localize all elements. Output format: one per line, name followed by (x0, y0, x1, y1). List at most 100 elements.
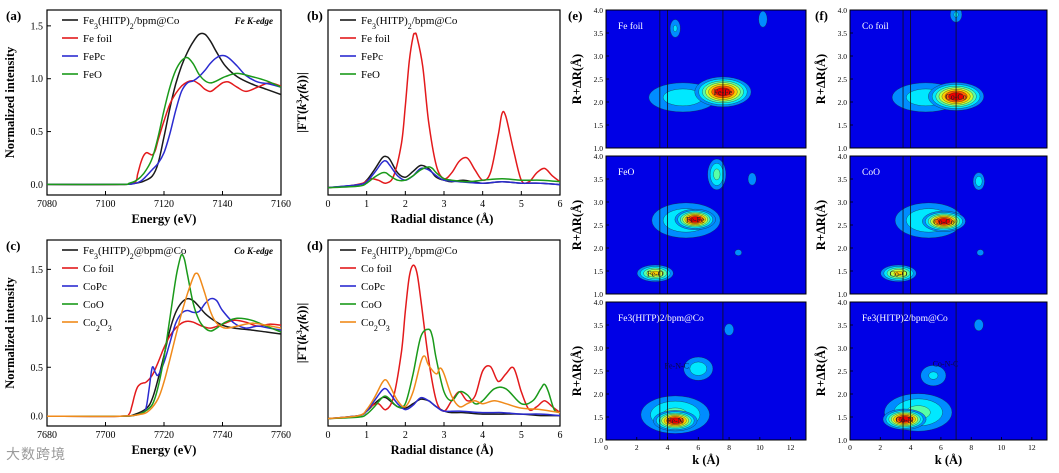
y-axis-label: R+ΔR(Å) (570, 200, 584, 250)
series-group (47, 253, 281, 418)
y-tick-label: 1.0 (594, 436, 604, 445)
x-tick-label: 12 (787, 443, 795, 452)
x-tick-label: 10 (756, 443, 764, 452)
x-tick-label: 2 (403, 199, 408, 210)
y-axis-label: R+ΔR(Å) (814, 54, 828, 104)
y-tick-label: 2.0 (594, 98, 604, 107)
x-tick-label: 7700 (96, 430, 116, 441)
series-line (328, 387, 560, 420)
x-axis-label: k (Å) (935, 453, 962, 467)
x-tick-label: 1 (364, 199, 369, 210)
wt-heat (606, 302, 806, 440)
wt-background (606, 10, 806, 148)
wt-subplot: 1.0 1.5 2.0 2.5 3.0 3.5 4.0 R+ΔR(Å) FeO Fe-Fe Fe-O (570, 152, 807, 299)
x-tick-label: 3 (442, 199, 447, 210)
y-tick-label: 0.5 (31, 127, 44, 138)
wt-heat (850, 156, 1047, 294)
y-tick-label: 3.0 (838, 344, 848, 353)
y-tick-label: 3.5 (594, 29, 604, 38)
panel-label: (b) (307, 8, 323, 23)
y-tick-label: 2.5 (838, 221, 848, 230)
x-tick-label: 0 (604, 443, 608, 452)
panel-d: 0 1 2 3 4 5 6 Radial distance (Å) |FT(k3χ(k))| Fe… (295, 238, 563, 457)
x-axis-label: k (Å) (692, 453, 719, 467)
wt-contour (673, 24, 678, 32)
y-tick-label: 1.5 (594, 121, 604, 130)
x-tick-label: 7120 (154, 199, 174, 210)
y-tick-label: 3.0 (594, 52, 604, 61)
wt-subplot: 1.0 1.5 2.0 2.5 3.0 3.5 4.0 R+ΔR(Å) Fe3(HITP)2/b… (570, 298, 807, 467)
edge-tag: Fe K-edge (234, 16, 273, 26)
watermark: 大数跨境 (6, 447, 66, 463)
y-tick-label: 3.0 (594, 198, 604, 207)
x-tick-label: 7680 (37, 430, 57, 441)
sample-label: FeO (618, 168, 635, 178)
series-group (328, 264, 560, 420)
y-tick-label: 3.5 (594, 321, 604, 330)
wt-heat (850, 302, 1047, 440)
panel-label: (e) (568, 8, 582, 23)
y-axis-label: R+ΔR(Å) (570, 54, 584, 104)
peak-label: Fe-Fe (714, 88, 733, 97)
legend-label: Co foil (361, 263, 392, 275)
wt-contour (937, 218, 951, 225)
y-tick-label: 2.5 (838, 75, 848, 84)
x-tick-label: 6 (558, 430, 563, 441)
y-tick-label: 3.0 (594, 344, 604, 353)
panel-b: 0 1 2 3 4 5 6 Radial distance (Å) |FT(k3χ(k))| Fe… (295, 8, 563, 226)
y-axis-label: Normalized intensity (3, 46, 17, 158)
wt-contour (747, 172, 757, 186)
x-tick-label: 5 (519, 199, 524, 210)
x-tick-label: 0 (326, 199, 331, 210)
x-tick-label: 3 (442, 430, 447, 441)
x-tick-label: 2 (635, 443, 639, 452)
wt-contour (724, 323, 734, 336)
peak-label: Co-O (890, 269, 908, 278)
panel-a: 7080 7100 7120 7140 7160 0.0 0.5 1.0 1.5 Energy (… (3, 8, 291, 226)
plot-frame (327, 239, 561, 427)
legend-label: Fe3(HITP)2/bpm@Co (361, 15, 458, 31)
series-line (47, 54, 281, 186)
wt-subplot: 1.0 1.5 2.0 2.5 3.0 3.5 4.0 R+ΔR(Å) Co foil Co-Co (814, 6, 1048, 153)
legend-label: FePc (361, 51, 383, 63)
panel-f: 1.0 1.5 2.0 2.5 3.0 3.5 4.0 R+ΔR(Å) Co foil Co-Co… (814, 6, 1048, 467)
series-line (47, 79, 281, 186)
y-tick-label: 4.0 (838, 298, 848, 307)
y-tick-label: 4.0 (838, 152, 848, 161)
annotation-label: Fe-N-C (665, 362, 689, 371)
x-axis-label: Radial distance (Å) (391, 443, 494, 457)
x-tick-label: 7140 (213, 199, 233, 210)
peak-label: Co-Co (933, 217, 954, 226)
wt-contour (973, 318, 984, 332)
y-tick-label: 3.5 (838, 175, 848, 184)
sample-label: Co foil (862, 21, 889, 32)
y-tick-label: 1.0 (31, 314, 44, 325)
y-tick-label: 4.0 (594, 6, 604, 15)
x-tick-label: 1 (364, 430, 369, 441)
legend-label: FeO (361, 69, 380, 81)
legend-label: FeO (83, 69, 102, 81)
edge-tag: Co K-edge (234, 246, 273, 256)
y-axis-label: R+ΔR(Å) (814, 200, 828, 250)
peak-label: Fe-N (667, 417, 684, 426)
y-tick-label: 4.0 (594, 298, 604, 307)
peak-label: Co-Co (945, 92, 966, 101)
wt-contour (668, 417, 682, 424)
wt-contour (758, 10, 768, 28)
x-tick-label: 2 (403, 430, 408, 441)
y-tick-label: 0.5 (31, 363, 44, 374)
y-axis-label: R+ΔR(Å) (814, 346, 828, 396)
y-tick-label: 1.0 (838, 436, 848, 445)
legend-label: CoPc (83, 281, 107, 293)
y-tick-label: 1.5 (31, 265, 44, 276)
x-tick-label: 7080 (37, 199, 57, 210)
wt-contour (689, 361, 708, 376)
y-tick-label: 1.5 (838, 413, 848, 422)
wt-contour (976, 249, 984, 256)
legend-label: Fe foil (361, 33, 390, 45)
peak-label: Co-N (896, 415, 914, 424)
y-tick-label: 1.0 (594, 290, 604, 299)
series-line (328, 159, 560, 189)
series-line (47, 56, 281, 186)
